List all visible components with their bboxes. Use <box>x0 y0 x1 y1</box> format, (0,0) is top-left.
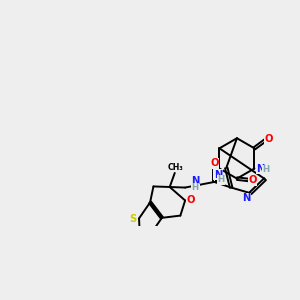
Text: N: N <box>256 164 265 173</box>
Text: CH₃: CH₃ <box>168 163 184 172</box>
Text: H: H <box>192 183 199 192</box>
Text: O: O <box>210 158 218 168</box>
Text: O: O <box>248 175 257 185</box>
Text: S: S <box>129 214 137 224</box>
Text: N: N <box>242 193 250 203</box>
Text: N: N <box>214 170 222 180</box>
Text: N: N <box>191 176 200 186</box>
Text: O: O <box>187 195 195 205</box>
Text: H: H <box>217 175 224 184</box>
Text: O: O <box>265 134 273 144</box>
Text: H: H <box>262 165 270 174</box>
